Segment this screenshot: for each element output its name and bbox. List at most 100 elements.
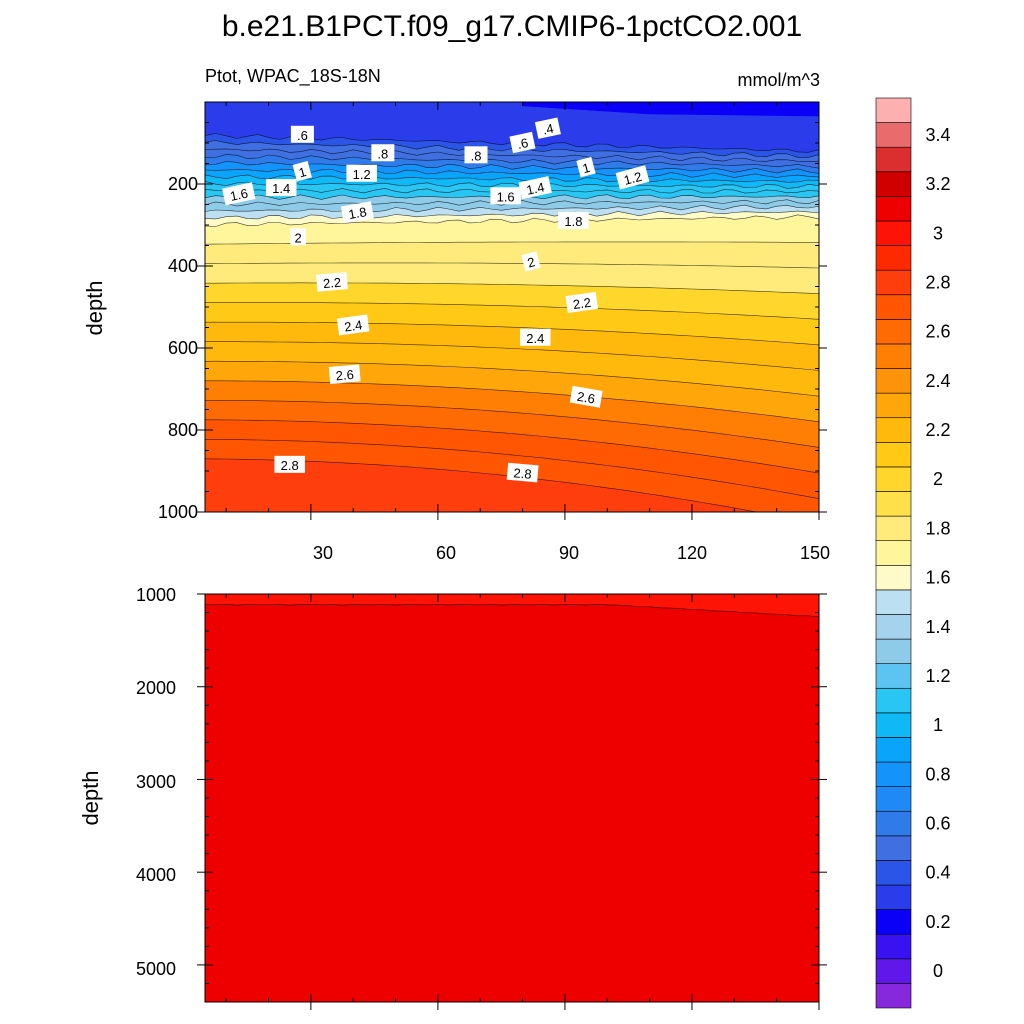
colorbar-swatch (875, 933, 912, 960)
contour-label-box (265, 179, 297, 197)
colorbar-swatch (875, 319, 912, 345)
colorbar-label: 1.2 (925, 666, 950, 686)
colorbar (875, 97, 912, 1009)
chart-title: b.e21.B1PCT.f09_g17.CMIP6-1pctCO2.001 (222, 10, 802, 43)
contour-line (205, 321, 820, 346)
contour-label-box (292, 161, 312, 182)
contour-line (205, 400, 820, 448)
colorbar-labels: 0 0.2 0.4 0.6 0.8 1 1.2 1.4 1.6 1.8 2 2.2 2.4 2.6 2.8 3… (925, 125, 950, 981)
units-label: mmol/m^3 (738, 70, 820, 90)
contour-label-text: 2.8 (281, 458, 299, 473)
contour-label: 1.6 (222, 182, 256, 206)
contour-label: 2 (521, 251, 541, 272)
bottom-ytick-label: 5000 (136, 959, 176, 979)
contour-label-box (222, 182, 256, 206)
colorbar-swatch (875, 810, 912, 837)
contour-label-box (274, 455, 305, 473)
colorbar-swatch (875, 884, 912, 910)
contour-label: 2.8 (274, 455, 305, 473)
contour-label: .8 (371, 144, 395, 162)
contour-label: 2 (290, 228, 306, 246)
contour-band (205, 594, 819, 617)
contour-label: 1.6 (490, 187, 521, 205)
contour-line (205, 419, 820, 474)
colorbar-label: 2.6 (925, 322, 950, 342)
contour-label-box (576, 156, 596, 178)
contour-label-box (534, 117, 561, 139)
contour-line (204, 241, 819, 245)
contour-label: 1.2 (615, 165, 650, 190)
top-ytick-label: 400 (168, 256, 198, 276)
colorbar-swatch (875, 860, 912, 886)
colorbar-swatch (875, 269, 912, 296)
colorbar-swatch (875, 97, 912, 123)
contour-label: 1.4 (265, 179, 297, 197)
top-ytick-label: 600 (168, 338, 198, 358)
top-ytick-label: 800 (168, 420, 198, 440)
contour-label-box (336, 314, 370, 336)
contour-line (205, 380, 820, 423)
colorbar-swatch (875, 245, 912, 271)
contour-label-text: 2.4 (526, 331, 544, 346)
contour-label-box (506, 462, 539, 483)
contour-label-text: 2.4 (343, 317, 363, 334)
bottom-ytick-label: 4000 (136, 865, 176, 885)
contour-label: 2.4 (520, 328, 551, 346)
colorbar-label: 3.2 (925, 174, 950, 194)
bottom-ytick-label: 1000 (136, 585, 176, 605)
colorbar-swatch (875, 564, 912, 591)
colorbar-swatch (875, 220, 912, 246)
contour-label: 1.4 (518, 176, 552, 200)
contour-line (204, 262, 820, 269)
top-ytick-label: 200 (168, 174, 198, 194)
contour-label: 1.2 (346, 164, 377, 182)
colorbar-label: 2.2 (925, 420, 950, 440)
contour-label-text: 1.4 (525, 179, 546, 197)
contour-label: 1.8 (558, 211, 589, 229)
colorbar-swatch (875, 122, 912, 148)
contour-label-box (615, 165, 650, 190)
contour-label: 2.6 (569, 385, 603, 408)
contour-line (205, 302, 820, 320)
contour-label-text: 2 (295, 230, 302, 245)
contour-label-text: 1 (581, 160, 592, 176)
colorbar-label: 0.4 (925, 863, 950, 883)
colorbar-label: 2.8 (925, 272, 950, 292)
top-xtick-label: 150 (800, 543, 830, 563)
contour-label-text: .8 (377, 146, 388, 161)
contour-label-box (340, 201, 374, 224)
contour-label-box (290, 228, 306, 246)
contour-label-text: 2.2 (322, 275, 341, 292)
contour-label-text: 1.8 (564, 214, 582, 229)
contour-label: 2.2 (565, 291, 599, 313)
contour-label-box (290, 125, 314, 143)
contour-label: 2.2 (316, 272, 348, 292)
top-xtick-label: 90 (559, 543, 579, 563)
contour-label: .4 (534, 117, 561, 139)
colorbar-swatch (875, 983, 912, 1009)
top-y-axis-label: depth (82, 280, 107, 335)
colorbar-swatch (875, 442, 912, 468)
contour-label-box (558, 211, 589, 229)
contour-line (204, 360, 820, 397)
top-axis-ticks (197, 102, 827, 520)
contour-label-text: 1.8 (347, 204, 367, 222)
bottom-panel: 1000 2000 3000 4000 5000 depth (78, 585, 827, 1010)
contour-label-box (520, 328, 551, 346)
contour-label: 1 (292, 161, 312, 182)
colorbar-label: 2.4 (925, 371, 950, 391)
colorbar-label: 3.4 (925, 125, 950, 145)
contour-label-text: 1.2 (353, 167, 371, 182)
contour-label-box (569, 385, 603, 408)
contour-label-text: .6 (516, 135, 530, 152)
colorbar-swatch (875, 663, 912, 689)
contour-band (522, 102, 819, 117)
bottom-axis-ticks (197, 593, 827, 1010)
top-xtick-label: 120 (677, 543, 707, 563)
contour-label: .8 (464, 146, 488, 164)
top-panel: .6 .4 .6 .8 .8 1 1 1.2 1.2 1.4 1.4 1.6 1.6 1.8 1.8 2 2 2.… (82, 101, 830, 563)
colorbar-label: 0.8 (925, 764, 950, 784)
colorbar-swatch (875, 589, 912, 615)
bottom-ytick-label: 3000 (136, 772, 176, 792)
